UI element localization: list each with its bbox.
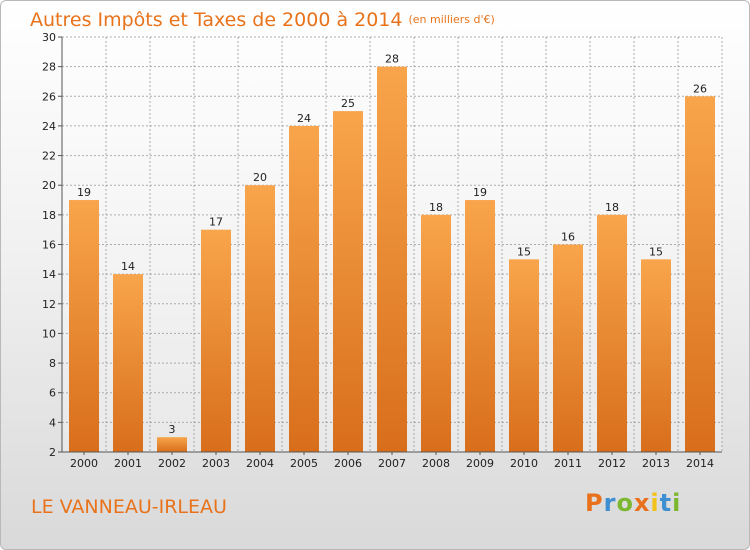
y-tick-label: 24 — [42, 120, 56, 133]
location-label: LE VANNEAU-IRLEAU — [31, 496, 227, 518]
logo-letter: i — [672, 489, 682, 517]
data-label-2003: 17 — [209, 216, 223, 229]
data-label-2011: 16 — [561, 231, 575, 244]
logo-letter: i — [650, 489, 660, 517]
bar-2004 — [245, 185, 275, 452]
y-tick-label: 8 — [49, 357, 56, 370]
bar-2011 — [553, 244, 583, 452]
y-tick-label: 4 — [49, 416, 56, 429]
logo-letter: r — [603, 489, 617, 517]
y-tick-label: 2 — [49, 446, 56, 459]
bar-2003 — [201, 229, 231, 452]
chart-unit: (en milliers d'€) — [408, 13, 495, 26]
data-label-2007: 28 — [385, 53, 399, 66]
logo-letter: x — [633, 489, 651, 517]
chart-title-text: Autres Impôts et Taxes de 2000 à 2014 — [30, 9, 403, 31]
bar-2013 — [641, 259, 671, 452]
data-label-2000: 19 — [77, 186, 91, 199]
data-label-2005: 24 — [297, 112, 311, 125]
logo-letter: o — [616, 489, 634, 517]
x-tick-label-2011: 2011 — [554, 457, 582, 470]
data-label-2004: 20 — [253, 171, 267, 184]
x-tick-label-2007: 2007 — [378, 457, 406, 470]
y-tick-label: 30 — [42, 31, 56, 44]
bar-2009 — [465, 200, 495, 452]
logo-letter: P — [585, 489, 604, 517]
data-label-2002: 3 — [169, 423, 176, 436]
bar-2002 — [157, 437, 187, 452]
bar-2010 — [509, 259, 539, 452]
logo-letter: t — [659, 489, 673, 517]
bar-2008 — [421, 214, 451, 452]
x-tick-label-2010: 2010 — [510, 457, 538, 470]
x-tick-label-2012: 2012 — [598, 457, 626, 470]
data-label-2001: 14 — [121, 260, 135, 273]
y-tick-label: 28 — [42, 61, 56, 74]
data-label-2010: 15 — [517, 245, 531, 258]
x-tick-label-2005: 2005 — [290, 457, 318, 470]
bar-2014 — [685, 96, 715, 453]
x-tick-label-2004: 2004 — [246, 457, 274, 470]
x-tick-label-2006: 2006 — [334, 457, 362, 470]
data-label-2009: 19 — [473, 186, 487, 199]
x-tick-label-2003: 2003 — [202, 457, 230, 470]
y-tick-label: 20 — [42, 179, 56, 192]
x-tick-label-2014: 2014 — [686, 457, 714, 470]
data-label-2013: 15 — [649, 245, 663, 258]
proxiti-logo: Proxiti — [585, 489, 681, 517]
bar-2012 — [597, 214, 627, 452]
data-label-2014: 26 — [693, 82, 707, 95]
x-tick-label-2001: 2001 — [114, 457, 142, 470]
bar-2006 — [333, 111, 363, 452]
y-tick-label: 26 — [42, 90, 56, 103]
data-label-2008: 18 — [429, 201, 443, 214]
data-labels: 19 14 3 17 20 24 25 28 18 19 15 16 18 15 26 — [77, 53, 707, 437]
y-tick-label: 22 — [42, 150, 56, 163]
x-tick-label-2013: 2013 — [642, 457, 670, 470]
grid-lines — [61, 36, 723, 453]
x-tick-label-2008: 2008 — [422, 457, 450, 470]
y-tick-label: 16 — [42, 239, 56, 252]
bar-2000 — [69, 200, 99, 452]
bar-2005 — [289, 125, 319, 452]
chart-title: Autres Impôts et Taxes de 2000 à 2014 (en… — [30, 9, 495, 31]
bars — [69, 66, 715, 453]
y-tick-label: 6 — [49, 387, 56, 400]
y-tick-label: 10 — [42, 327, 56, 340]
x-tick-label-2009: 2009 — [466, 457, 494, 470]
bar-2001 — [113, 274, 143, 452]
data-label-2012: 18 — [605, 201, 619, 214]
x-tick-label-2002: 2002 — [158, 457, 186, 470]
bar-2007 — [377, 66, 407, 453]
y-tick-label: 18 — [42, 209, 56, 222]
x-tick-label-2000: 2000 — [70, 457, 98, 470]
y-tick-label: 14 — [42, 268, 56, 281]
data-label-2006: 25 — [341, 97, 355, 110]
y-tick-label: 12 — [42, 298, 56, 311]
